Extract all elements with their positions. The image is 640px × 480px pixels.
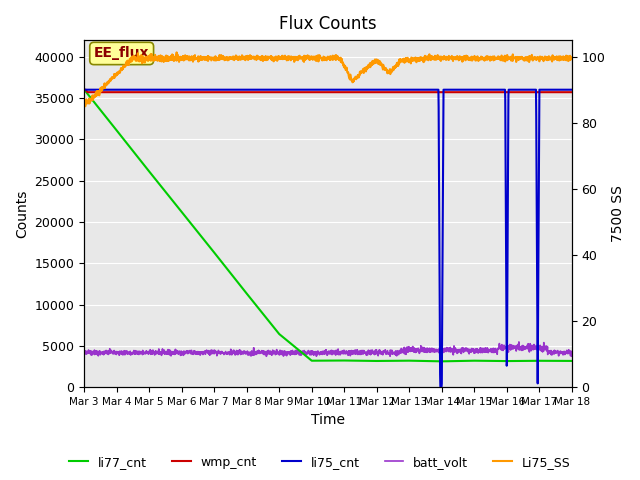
batt_volt xyxy=(554,348,561,353)
X-axis label: Time: Time xyxy=(311,413,345,427)
Line: li77_cnt: li77_cnt xyxy=(84,89,640,376)
batt_volt xyxy=(105,350,113,356)
wmp_cnt xyxy=(317,89,325,95)
wmp_cnt xyxy=(84,89,92,95)
li77_cnt xyxy=(80,87,88,93)
batt_volt xyxy=(465,349,472,355)
Li75_SS xyxy=(106,78,113,84)
batt_volt xyxy=(80,348,88,353)
li75_cnt xyxy=(554,87,561,93)
li75_cnt xyxy=(465,87,472,93)
li75_cnt xyxy=(305,87,312,93)
Li75_SS xyxy=(465,56,472,62)
Li75_SS xyxy=(568,55,576,60)
Y-axis label: 7500 SS: 7500 SS xyxy=(611,185,625,242)
li75_cnt xyxy=(317,87,325,93)
batt_volt xyxy=(305,348,312,353)
batt_volt xyxy=(568,349,576,355)
Text: EE_flux: EE_flux xyxy=(94,47,149,60)
batt_volt xyxy=(317,351,325,357)
li75_cnt xyxy=(105,87,113,93)
wmp_cnt xyxy=(554,89,561,95)
Li75_SS xyxy=(554,55,562,61)
Title: Flux Counts: Flux Counts xyxy=(279,15,377,33)
Li75_SS xyxy=(80,103,88,108)
li75_cnt xyxy=(554,87,562,93)
Li75_SS xyxy=(81,103,89,109)
wmp_cnt xyxy=(568,89,576,95)
li75_cnt xyxy=(436,384,444,389)
Line: li75_cnt: li75_cnt xyxy=(84,90,572,386)
Li75_SS xyxy=(173,49,180,55)
li75_cnt xyxy=(80,87,88,93)
Y-axis label: Counts: Counts xyxy=(15,190,29,238)
Legend: li77_cnt, wmp_cnt, li75_cnt, batt_volt, Li75_SS: li77_cnt, wmp_cnt, li75_cnt, batt_volt, … xyxy=(64,451,576,474)
wmp_cnt xyxy=(465,89,472,95)
wmp_cnt xyxy=(106,89,113,95)
Li75_SS xyxy=(305,54,313,60)
li75_cnt xyxy=(568,87,576,93)
Line: Li75_SS: Li75_SS xyxy=(84,52,572,106)
Line: batt_volt: batt_volt xyxy=(84,342,572,356)
wmp_cnt xyxy=(305,89,312,95)
Li75_SS xyxy=(554,55,562,61)
batt_volt xyxy=(568,353,575,359)
Line: wmp_cnt: wmp_cnt xyxy=(84,90,572,92)
batt_volt xyxy=(515,339,523,345)
wmp_cnt xyxy=(80,87,88,93)
batt_volt xyxy=(554,349,562,355)
Li75_SS xyxy=(318,56,326,62)
wmp_cnt xyxy=(554,89,562,95)
